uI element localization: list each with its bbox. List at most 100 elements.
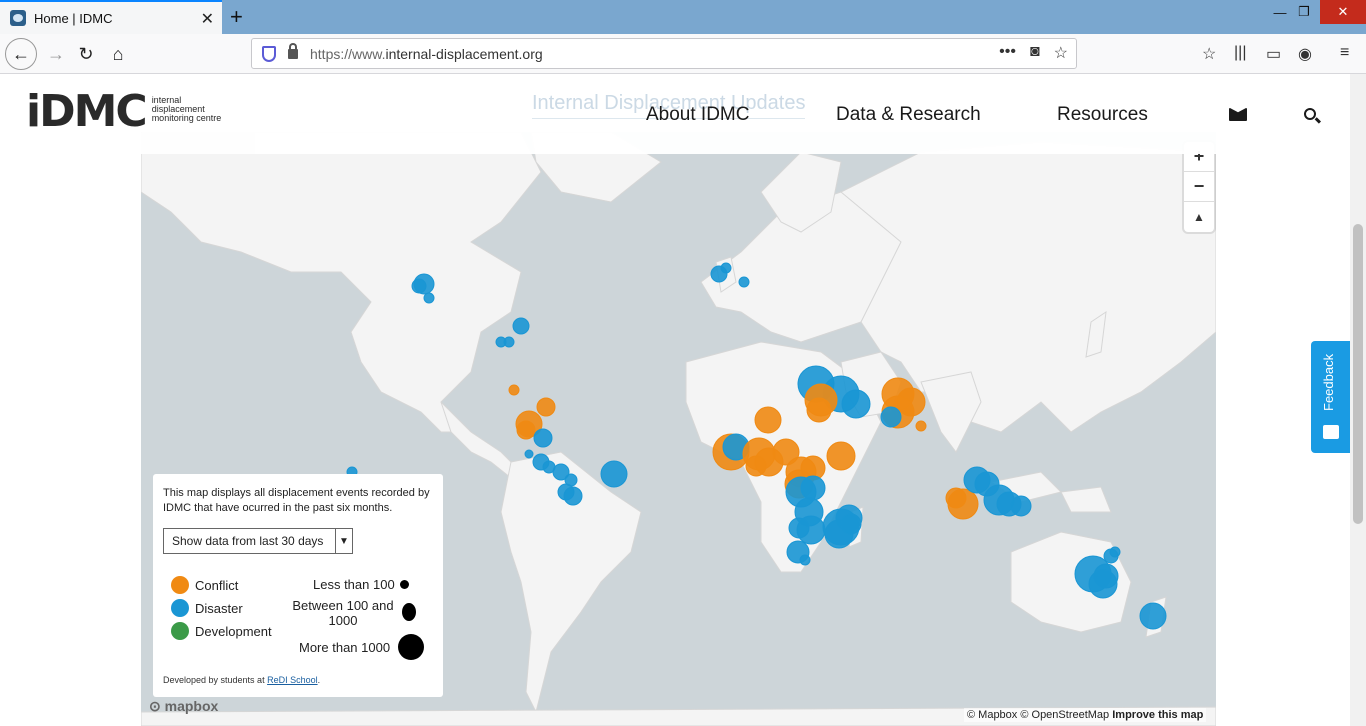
nav-resources[interactable]: Resources	[1057, 104, 1148, 125]
size-small-swatch	[400, 580, 409, 589]
map[interactable]	[141, 132, 1216, 726]
disaster-event-marker[interactable]	[1010, 495, 1032, 517]
bookmark-star-icon[interactable]: ☆	[1053, 45, 1068, 62]
disaster-event-marker[interactable]	[1088, 569, 1118, 599]
improve-map-link[interactable]: Improve this map	[1112, 709, 1204, 721]
mail-icon[interactable]	[1229, 108, 1247, 121]
disaster-event-marker[interactable]	[720, 262, 732, 274]
minimize-icon[interactable]: —	[1273, 4, 1287, 20]
zoom-in-button[interactable]: +	[1184, 142, 1214, 172]
legend-disaster: Disaster	[171, 599, 243, 617]
tracking-shield-icon[interactable]	[262, 45, 276, 62]
bookmarks-menu-icon[interactable]: ☆	[1202, 46, 1217, 63]
legend-size-large: More than 1000	[299, 640, 391, 655]
disaster-event-marker[interactable]	[524, 449, 534, 459]
reload-icon[interactable]: ↻	[78, 43, 94, 64]
disaster-event-marker[interactable]	[841, 389, 871, 419]
feedback-face-icon	[1323, 425, 1339, 439]
lock-icon[interactable]	[288, 42, 298, 59]
account-icon[interactable]: ◉	[1298, 46, 1312, 63]
disaster-event-marker[interactable]	[552, 463, 570, 481]
compass-button[interactable]: ▲	[1193, 210, 1205, 224]
development-swatch	[171, 622, 189, 640]
legend-development: Development	[171, 622, 272, 640]
site-favicon-icon	[10, 10, 26, 26]
disaster-event-marker[interactable]	[800, 475, 826, 501]
disaster-swatch	[171, 599, 189, 617]
site-header: iDMC internal displacement monitoring ce…	[0, 74, 1350, 154]
disaster-event-marker[interactable]	[411, 278, 427, 294]
library-icon[interactable]: |||	[1234, 44, 1247, 61]
url-text[interactable]: https://www.internal-displacement.org	[310, 45, 543, 62]
nav-about[interactable]: About IDMC	[646, 104, 750, 125]
size-medium-swatch	[402, 603, 416, 621]
disaster-event-marker[interactable]	[563, 486, 583, 506]
map-legend: This map displays all displacement event…	[153, 474, 443, 697]
disaster-event-marker[interactable]	[738, 276, 750, 288]
disaster-event-marker[interactable]	[788, 517, 810, 539]
browser-tab[interactable]: Home | IDMC ✕	[0, 0, 222, 34]
new-tab-icon[interactable]: +	[230, 4, 243, 29]
url-bar[interactable]: https://www.internal-displacement.org ••…	[251, 38, 1077, 69]
legend-size-medium: Between 100 and 1000	[292, 598, 394, 628]
conflict-event-marker[interactable]	[516, 420, 536, 440]
idmc-logo[interactable]: iDMC internal displacement monitoring ce…	[26, 90, 222, 134]
tab-title: Home | IDMC	[34, 10, 113, 26]
disaster-event-marker[interactable]	[423, 292, 435, 304]
sidebar-icon[interactable]: ▭	[1266, 46, 1282, 63]
mapbox-logo[interactable]: ⊙ mapbox	[149, 698, 219, 714]
conflict-event-marker[interactable]	[806, 397, 832, 423]
zoom-out-button[interactable]: −	[1184, 172, 1214, 202]
disaster-event-marker[interactable]	[503, 336, 515, 348]
web-page: + − ▲ This map displays all displacement…	[0, 74, 1366, 726]
conflict-event-marker[interactable]	[508, 384, 520, 396]
disaster-event-marker[interactable]	[1109, 546, 1121, 558]
conflict-event-marker[interactable]	[772, 438, 800, 466]
conflict-event-marker[interactable]	[826, 441, 856, 471]
conflict-event-marker[interactable]	[754, 406, 782, 434]
nav-data-research[interactable]: Data & Research	[836, 104, 981, 125]
forward-icon[interactable]: →	[47, 43, 65, 64]
feedback-button[interactable]: Feedback	[1311, 341, 1350, 453]
disaster-event-marker[interactable]	[840, 513, 862, 535]
conflict-event-marker[interactable]	[915, 420, 927, 432]
logo-mark: iDMC	[26, 86, 148, 137]
disaster-event-marker[interactable]	[1139, 602, 1167, 630]
home-icon[interactable]: ⌂	[112, 43, 124, 64]
map-attribution[interactable]: © Mapbox © OpenStreetMap Improve this ma…	[964, 708, 1207, 722]
page-scrollbar[interactable]	[1350, 74, 1366, 726]
disaster-event-marker[interactable]	[880, 406, 902, 428]
conflict-event-marker[interactable]	[945, 487, 967, 509]
logo-subtitle: internal displacement monitoring centre	[151, 95, 222, 123]
search-icon[interactable]	[1304, 108, 1316, 120]
conflict-swatch	[171, 576, 189, 594]
conflict-event-marker[interactable]	[536, 397, 556, 417]
disaster-event-marker[interactable]	[799, 554, 811, 566]
pocket-icon[interactable]: ◙	[1029, 43, 1040, 60]
size-large-swatch	[398, 634, 424, 660]
legend-conflict: Conflict	[171, 576, 238, 594]
restore-icon[interactable]: ❐	[1298, 4, 1310, 19]
time-range-value: Show data from last 30 days	[172, 534, 324, 548]
section-ghost-title: Internal Displacement Updates	[532, 92, 806, 119]
redi-school-link[interactable]: ReDI School	[267, 675, 318, 685]
disaster-event-marker[interactable]	[512, 317, 530, 335]
scrollbar-thumb[interactable]	[1353, 224, 1363, 524]
time-range-select[interactable]: Show data from last 30 days ▼	[163, 528, 353, 554]
back-icon[interactable]: ←	[5, 38, 37, 70]
map-zoom-controls: + − ▲	[1184, 142, 1214, 232]
browser-navbar: ← → ↻ ⌂ https://www.internal-displacemen…	[0, 34, 1366, 74]
disaster-event-marker[interactable]	[533, 428, 553, 448]
hamburger-menu-icon[interactable]: ≡	[1340, 44, 1350, 61]
legend-description: This map displays all displacement event…	[163, 487, 430, 514]
disaster-event-marker[interactable]	[600, 460, 628, 488]
conflict-event-marker[interactable]	[745, 455, 767, 477]
legend-size-small: Less than 100	[313, 577, 395, 592]
feedback-label: Feedback	[1321, 353, 1336, 411]
window-close-icon[interactable]: ✕	[1320, 0, 1366, 24]
browser-titlebar: Home | IDMC ✕ + — ❐ ✕	[0, 0, 1366, 34]
close-tab-icon[interactable]: ✕	[200, 11, 214, 28]
legend-credits: Developed by students at ReDI School.	[163, 675, 321, 685]
page-actions-icon[interactable]: •••	[999, 43, 1016, 60]
chevron-down-icon[interactable]: ▼	[335, 529, 352, 553]
